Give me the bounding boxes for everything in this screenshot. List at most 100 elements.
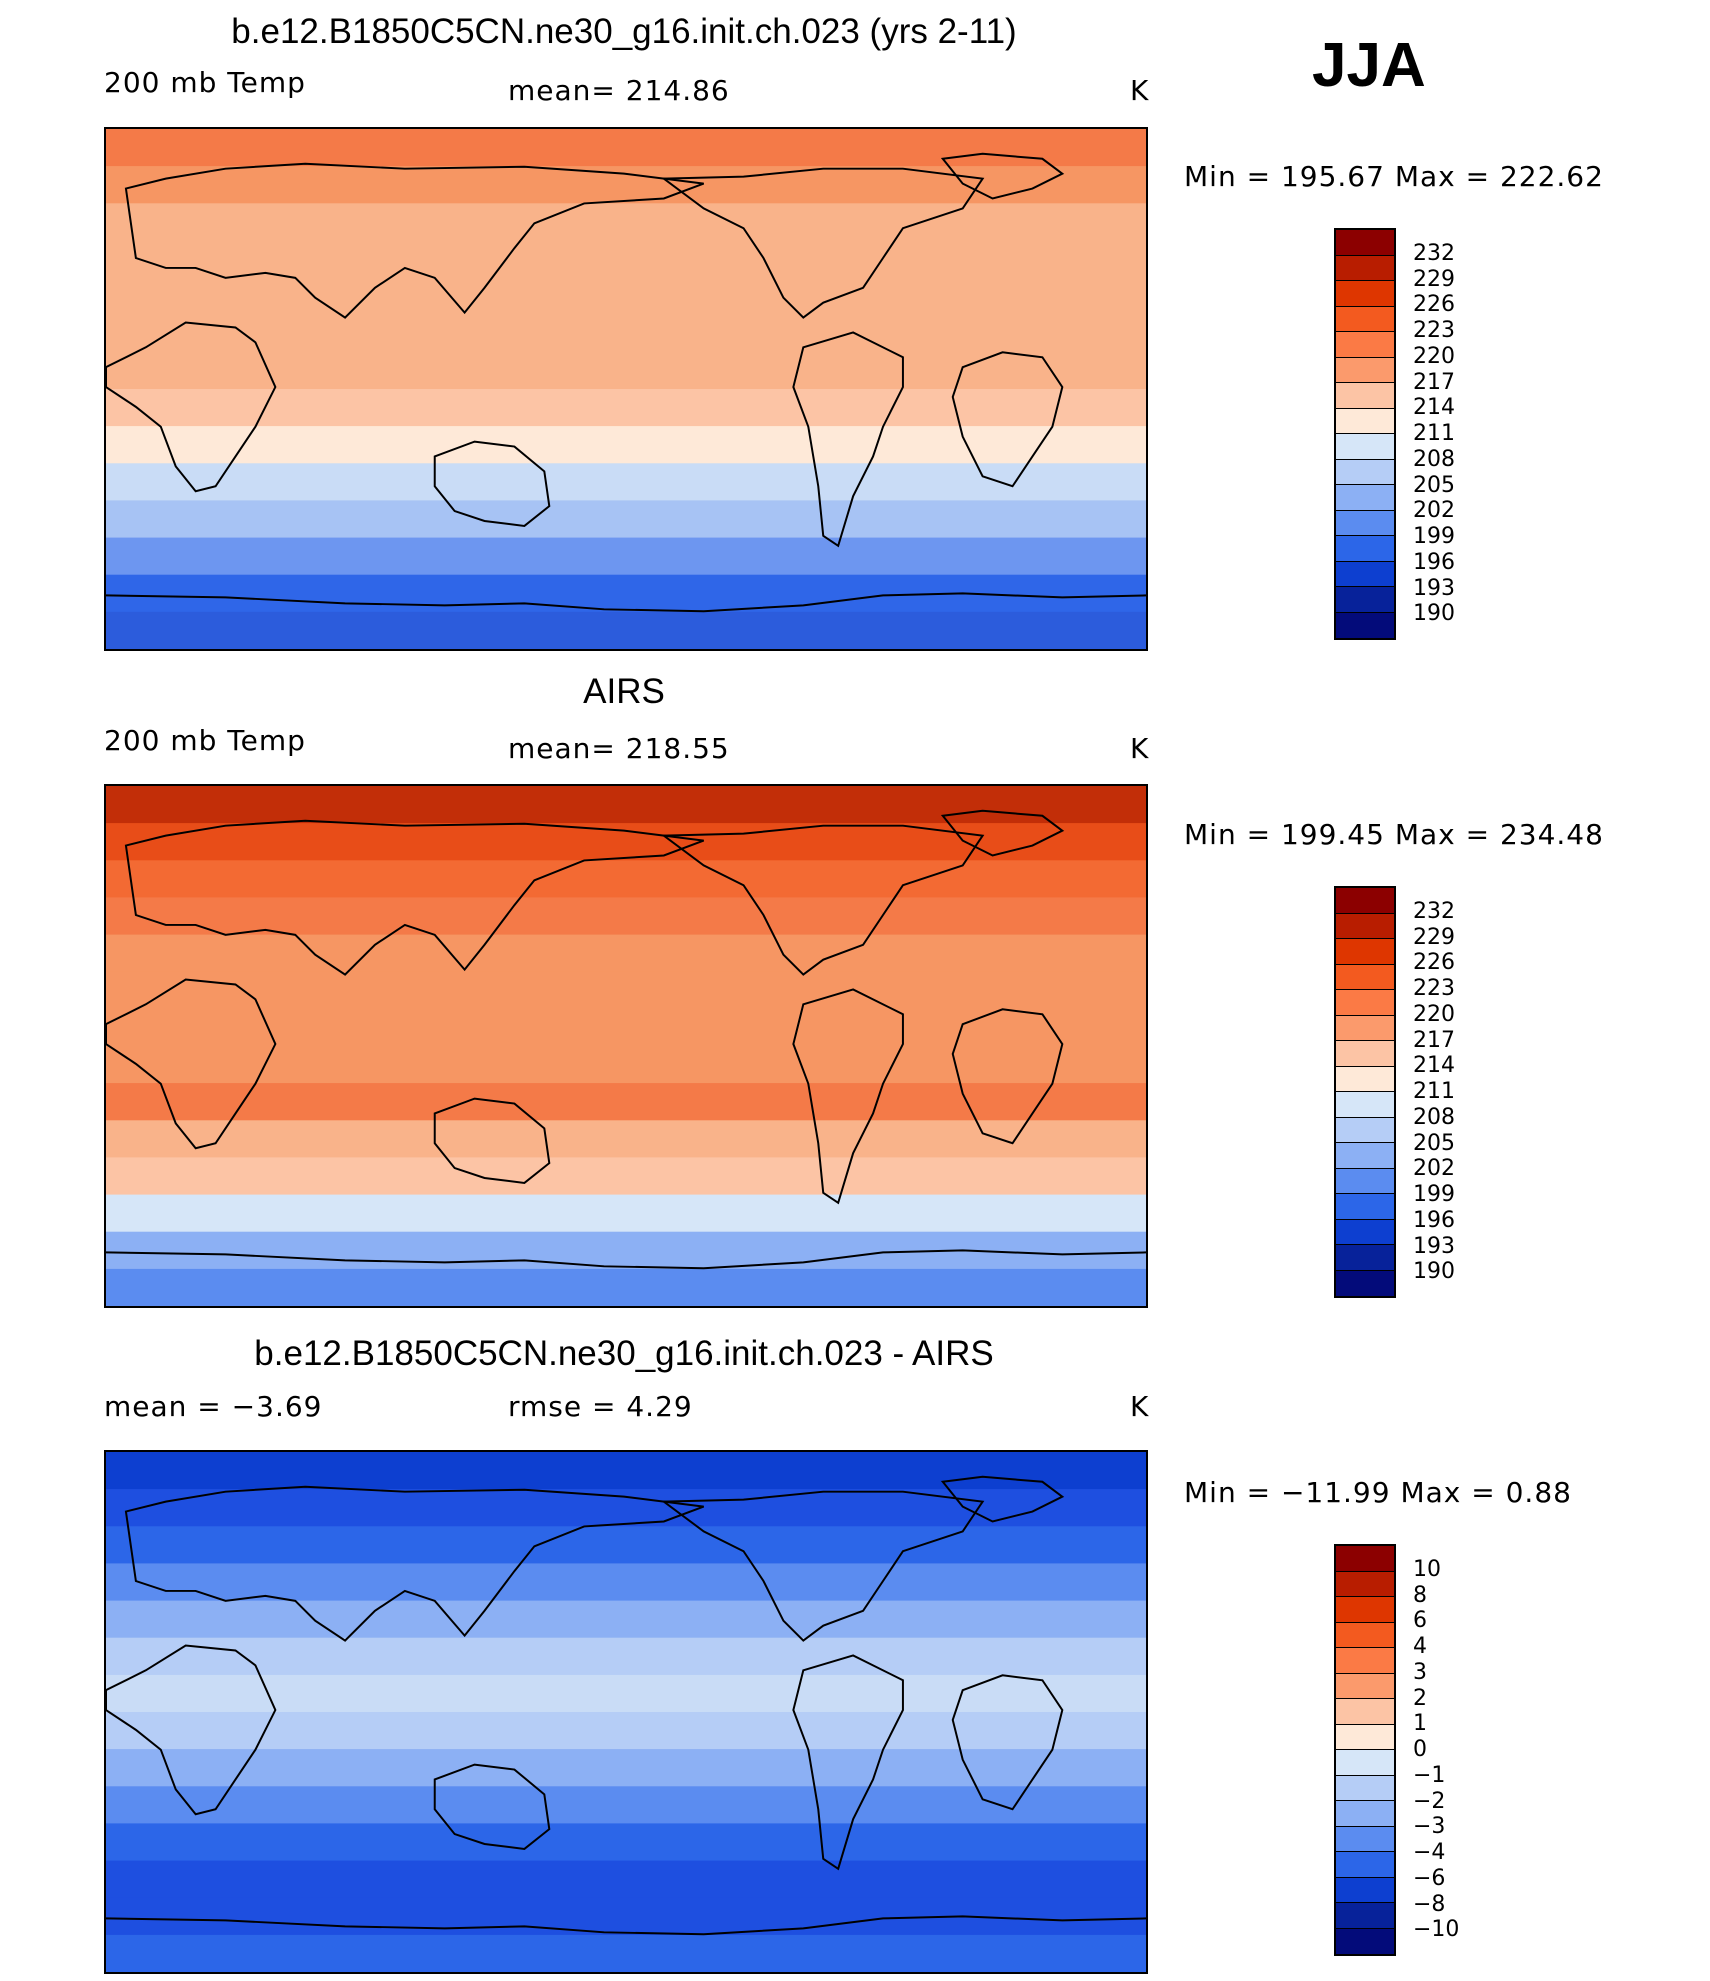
colorbar-swatch [1336,990,1394,1016]
colorbar-tick-label: 229 [1413,266,1455,292]
colorbar-tick-label: 229 [1413,924,1455,950]
coastline [124,162,705,319]
coastline [106,1915,1146,1936]
panel-2-unit-label: K [1130,732,1150,765]
colorbar-swatch [1336,1219,1394,1245]
colorbar-tick-label: 232 [1413,240,1455,266]
coastline [433,1097,551,1184]
panel-2-minmax-label: Min = 199.45 Max = 234.48 [1184,818,1604,851]
coastline [660,167,985,319]
colorbar-swatch [1336,383,1394,409]
coastline [106,321,277,493]
colorbar-tick-label: 205 [1413,472,1455,498]
colorbar-swatch [1336,485,1394,511]
colorbar-tick-label: −1 [1413,1762,1446,1788]
colorbar-tick-label: 223 [1413,318,1455,343]
latitude-band [106,166,1146,205]
map-field [106,1452,1146,1972]
latitude-band [106,351,1146,390]
panel-2-title: AIRS [583,672,665,711]
colorbar-swatch [1336,1143,1394,1169]
colorbar-swatch [1336,408,1394,434]
coastline [106,592,1146,613]
colorbar-swatch [1336,357,1394,383]
latitude-band [106,1452,1146,1491]
colorbar-swatch [1336,510,1394,536]
coastline [660,824,985,976]
latitude-band [106,1526,1146,1565]
colorbar-swatch [1336,1571,1394,1597]
colorbar-tick-label: −8 [1413,1891,1446,1917]
colorbar-tick-label: 214 [1413,1053,1455,1079]
latitude-band [106,1268,1146,1306]
colorbar-tick-label: 3 [1413,1659,1427,1685]
coastline [660,1490,985,1642]
colorbar-tick-label: 196 [1413,549,1455,575]
coastline [124,1485,705,1642]
latitude-band [106,1934,1146,1972]
colorbar-tick-label: 226 [1413,950,1455,976]
colorbar-tick-label: 190 [1413,1259,1455,1285]
colorbar-swatch [1336,913,1394,939]
latitude-band [106,860,1146,899]
colorbar-tick-label: 4 [1413,1634,1427,1659]
coastline [106,978,277,1150]
latitude-band [106,1120,1146,1159]
colorbar-swatch [1336,1750,1394,1776]
colorbar-tick-label: 211 [1413,421,1455,446]
latitude-band [106,823,1146,862]
colorbar-tick-label: 199 [1413,1182,1455,1207]
coastline [951,1008,1064,1145]
colorbar-tick-label: 0 [1413,1737,1427,1762]
colorbar-swatch [1336,1194,1394,1220]
latitude-band [106,1600,1146,1639]
colorbar-swatch [1336,939,1394,965]
colorbar-swatch [1336,1801,1394,1827]
colorbar-swatch [1336,1699,1394,1725]
colorbar-tick-label: 211 [1413,1079,1455,1104]
coastline [940,1475,1065,1523]
colorbar-tick-label: 208 [1413,446,1455,472]
colorbar-tick-label: 226 [1413,292,1455,318]
latitude-band [106,426,1146,465]
coastline [940,152,1065,200]
colorbar-swatch [1336,1270,1394,1296]
coastline [433,1763,551,1850]
panel-1-mean-label: mean= 214.86 [508,74,730,107]
colorbar-tick-label: −4 [1413,1840,1446,1865]
latitude-band [106,1046,1146,1085]
colorbar-swatch [1336,1546,1394,1572]
colorbar-tick-label: 190 [1413,601,1455,627]
colorbar-tick-label: 2 [1413,1685,1427,1711]
latitude-band [106,1674,1146,1713]
panel-2-colorbar [1334,886,1396,1298]
colorbar-tick-label: 220 [1413,1001,1455,1027]
latitude-band [106,971,1146,1010]
coastline [106,1249,1146,1270]
colorbar-tick-label: 205 [1413,1130,1455,1156]
latitude-band [106,611,1146,649]
latitude-band [106,786,1146,825]
colorbar-tick-label: 214 [1413,395,1455,421]
colorbar-swatch [1336,434,1394,460]
coastline [792,331,904,548]
panel-3-colorbar [1334,1544,1396,1956]
latitude-band [106,1860,1146,1899]
colorbar-swatch [1336,306,1394,332]
coastline [433,440,551,527]
colorbar-tick-label: 8 [1413,1582,1427,1608]
coastline [106,1644,277,1816]
latitude-band [106,389,1146,428]
latitude-band [106,1749,1146,1788]
colorbar-swatch [1336,1852,1394,1878]
colorbar-tick-label: 232 [1413,898,1455,924]
coastline [792,1654,904,1871]
panel-1-title: b.e12.B1850C5CN.ne30_g16.init.ch.023 (yr… [231,12,1017,51]
colorbar-tick-label: 217 [1413,369,1455,395]
latitude-band [106,240,1146,279]
latitude-band [106,1194,1146,1233]
latitude-band [106,1157,1146,1196]
latitude-band [106,314,1146,353]
colorbar-swatch [1336,230,1394,256]
colorbar-swatch [1336,587,1394,613]
